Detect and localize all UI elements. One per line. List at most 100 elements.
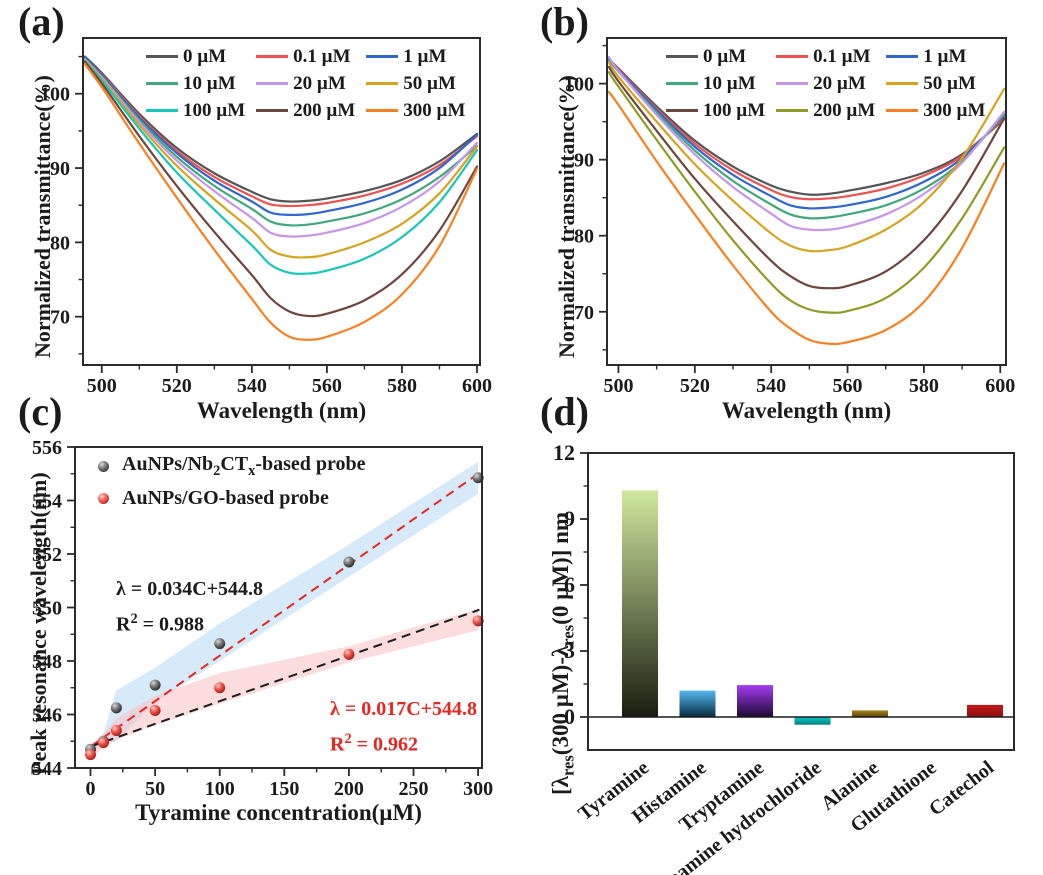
curve-10 µM — [607, 58, 1006, 220]
legend-line-swatch — [256, 55, 289, 58]
legend-item-20 µM: 20 µM — [256, 71, 355, 96]
x-tick-label: 520 — [162, 375, 192, 397]
x-tick-label: 580 — [387, 375, 417, 397]
legend-label: 0.1 µM — [293, 45, 351, 67]
legend-item-200 µM: 200 µM — [256, 98, 355, 123]
curve-50 µM — [607, 61, 1006, 253]
data-point — [472, 615, 484, 627]
x-tick-label: 580 — [909, 375, 939, 397]
data-point — [97, 737, 109, 749]
y-tick-label: 556 — [32, 437, 62, 459]
curve-20 µM — [83, 58, 479, 238]
legend-label: 20 µM — [293, 72, 346, 94]
legend-label: 20 µM — [813, 72, 866, 94]
curve-100 µM — [607, 65, 1006, 290]
panel-b-legend: 0 µM 0.1 µM 1 µM 10 µM 20 µM 50 µM 100 µM 200 µ… — [666, 44, 985, 123]
legend-item-300 µM: 300 µM — [366, 98, 465, 123]
legend-item-200 µM: 200 µM — [776, 98, 875, 123]
data-point — [343, 648, 355, 660]
y-tick-label: 9 — [564, 506, 575, 531]
panel-a-plot: 500 520 540 560 580 600 70 80 90 100 — [40, 37, 492, 397]
x-tick-label: 540 — [237, 375, 267, 397]
y-tick-label: 70 — [50, 307, 70, 329]
x-tick-label: 600 — [462, 375, 492, 397]
legend-line-swatch — [886, 82, 919, 85]
curve-1 µM — [83, 56, 479, 217]
curve-0 µM — [607, 58, 1006, 196]
x-tick-label: 540 — [756, 375, 786, 397]
legend-line-swatch — [776, 82, 809, 85]
panel-b-chart-svg: 500 520 540 560 580 600 70 80 90 100 — [564, 37, 1015, 397]
panel-a-chart-svg: 500 520 540 560 580 600 70 80 90 100 — [40, 37, 492, 397]
legend-label: 10 µM — [703, 72, 756, 94]
legend-line-swatch — [146, 55, 178, 58]
legend-line-swatch — [146, 82, 178, 85]
nb-probe-label: AuNPs/Nb2CTx-based probe — [122, 452, 366, 479]
fit-line — [90, 608, 480, 748]
x-tick-label: 600 — [985, 375, 1015, 397]
legend-line-swatch — [666, 82, 698, 85]
legend-item-50 µM: 50 µM — [366, 71, 465, 96]
data-point — [343, 556, 355, 568]
bar-Alanine — [852, 710, 888, 717]
legend-label: 1 µM — [403, 45, 447, 67]
panel-label-d: (d) — [540, 389, 589, 434]
curve-200 µM — [607, 71, 1006, 314]
bar-Histamine — [679, 690, 716, 717]
curve-0 µM — [83, 55, 479, 203]
legend-line-swatch — [256, 109, 289, 112]
curve-20 µM — [607, 55, 1006, 232]
plot-frame — [606, 37, 1007, 366]
legend-label: 200 µM — [813, 99, 876, 121]
curve-1 µM — [607, 56, 1006, 210]
plot-frame — [587, 452, 1015, 751]
x-tick-label: 560 — [312, 375, 342, 397]
y-tick-label: 70 — [574, 302, 594, 324]
legend-item-20 µM: 20 µM — [776, 71, 875, 96]
go-fit-eq-line: λ = 0.017C+544.8 — [330, 698, 478, 720]
legend-line-swatch — [886, 109, 919, 112]
y-tick-label: 0 — [564, 704, 575, 729]
bar-Tyramine — [622, 490, 658, 717]
bar-Catechol — [967, 704, 1003, 717]
go-probe-marker-icon — [98, 492, 109, 504]
panel-c-plot: 0 50 100 150 200 250 300 544 546 548 550 552 554 556 — [32, 437, 493, 800]
legend-line-swatch — [666, 109, 698, 112]
curve-200 µM — [83, 60, 479, 318]
y-tick-label: 550 — [32, 598, 62, 620]
y-tick-label: 90 — [50, 158, 70, 180]
legend-item-0 µM: 0 µM — [146, 44, 245, 69]
x-tick-label: 200 — [334, 778, 364, 800]
legend-label: 100 µM — [183, 99, 246, 121]
legend-item-100 µM: 100 µM — [666, 98, 765, 123]
y-tick-label: 12 — [553, 440, 575, 465]
legend-item-100 µM: 100 µM — [146, 98, 245, 123]
data-point — [85, 749, 97, 761]
data-point — [472, 472, 484, 484]
x-tick-label: 250 — [399, 778, 429, 800]
data-point — [110, 725, 122, 737]
legend-item-1 µM: 1 µM — [886, 44, 985, 69]
nb-fit-equation: λ = 0.034C+544.8 R2 = 0.988 — [116, 574, 263, 640]
legend-item-go-probe: AuNPs/GO-based probe — [98, 482, 366, 514]
curve-50 µM — [83, 59, 479, 259]
x-tick-label: 300 — [463, 778, 493, 800]
legend-line-swatch — [776, 109, 809, 112]
panel-c-legend: AuNPs/Nb2CTx-based probe AuNPs/GO-based … — [98, 450, 366, 514]
y-tick-label: 554 — [32, 491, 62, 513]
nb-fit-eq-line: λ = 0.034C+544.8 — [116, 578, 264, 600]
fit-line — [89, 472, 480, 748]
y-tick-label: 6 — [564, 572, 575, 597]
panel-b-x-axis-title: Wavelength (nm) — [721, 398, 892, 423]
data-point — [214, 682, 226, 694]
legend-label: 50 µM — [403, 72, 456, 94]
x-tick-label: 150 — [269, 778, 299, 800]
curve-10 µM — [83, 57, 479, 227]
x-tick-label: 500 — [603, 375, 633, 397]
y-tick-label: 548 — [32, 651, 62, 673]
legend-item-0.1 µM: 0.1 µM — [776, 44, 875, 69]
legend-line-swatch — [146, 109, 178, 112]
data-point — [110, 702, 122, 714]
confidence-band — [90, 608, 479, 759]
